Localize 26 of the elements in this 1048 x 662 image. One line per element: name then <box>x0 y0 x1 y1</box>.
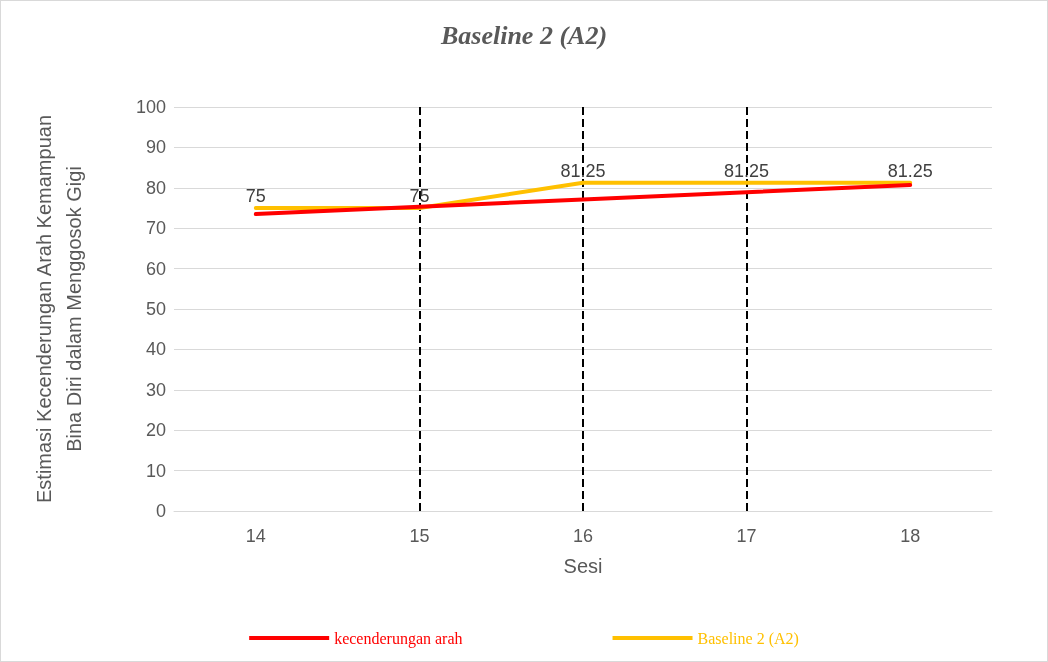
y-tick-label: 10 <box>145 460 166 481</box>
data-label: 81.25 <box>887 160 933 181</box>
y-tick-label: 40 <box>145 339 166 360</box>
x-tick-label: 17 <box>736 526 757 546</box>
x-tick-label: 16 <box>572 526 594 546</box>
y-tick-label: 70 <box>145 218 166 239</box>
text: kecenderungan arah <box>334 629 463 648</box>
x-tick-label: 14 <box>245 526 266 546</box>
y-tick-label: 90 <box>145 137 166 158</box>
data-label: 81.25 <box>560 160 606 181</box>
y-tick-label: 30 <box>145 379 166 400</box>
y-tick-label: 0 <box>155 501 166 521</box>
x-axis-title: Sesi <box>563 555 603 577</box>
data-label: 75 <box>245 186 266 206</box>
data-label: 81.25 <box>724 160 770 181</box>
data-label: 75 <box>409 186 430 206</box>
y-tick-label: 100 <box>135 97 166 117</box>
y-tick-label: 80 <box>145 177 166 198</box>
x-tick-label: 15 <box>409 526 430 546</box>
y-axis-title: Estimasi Kecenderungan Arah Kemampuan Bina Diri dalam Menggosok Gigi <box>33 114 85 504</box>
y-tick-label: 60 <box>145 258 166 279</box>
y-tick-label: 50 <box>145 299 166 319</box>
legend-label: Baseline 2 (A2) <box>697 629 799 648</box>
chart-title: Baseline 2 (A2) <box>439 20 608 50</box>
x-tick-label: 18 <box>900 526 921 546</box>
y-tick-label: 20 <box>145 420 166 441</box>
